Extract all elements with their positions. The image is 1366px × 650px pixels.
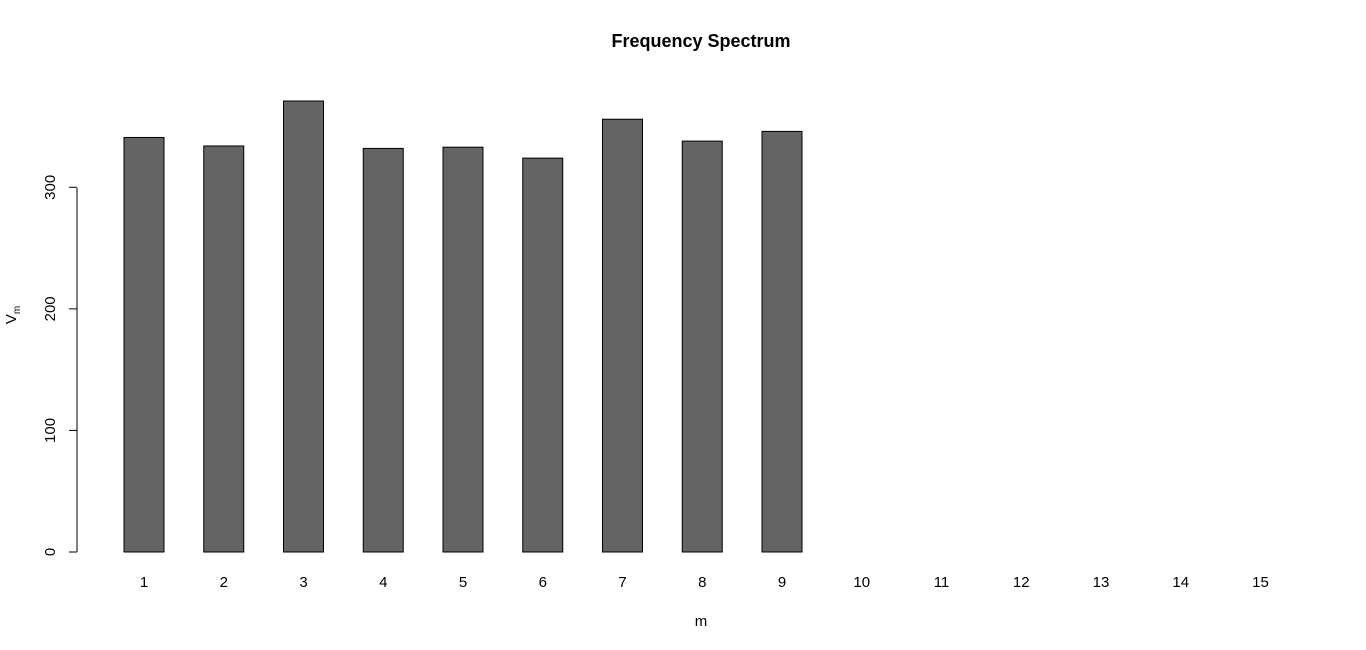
bar <box>761 130 803 553</box>
bar <box>602 118 643 553</box>
y-axis: 0 100 200 300 <box>42 175 77 556</box>
bar <box>522 157 564 553</box>
chart-title: Frequency Spectrum <box>611 31 790 51</box>
bar <box>203 145 245 553</box>
x-tick-label: 6 <box>539 574 547 591</box>
bar <box>442 146 484 553</box>
y-tick-label: 100 <box>42 418 59 443</box>
x-tick-label: 13 <box>1093 574 1110 591</box>
y-tick-label: 300 <box>42 175 59 200</box>
x-tick-label: 3 <box>299 574 307 591</box>
y-tick-label: 200 <box>42 296 59 321</box>
x-tick-label: 5 <box>459 574 467 591</box>
x-tick-label: 2 <box>220 574 228 591</box>
bars <box>123 100 803 553</box>
x-tick-label: 8 <box>698 574 706 591</box>
x-tick-label: 11 <box>934 574 950 591</box>
x-tick-label: 12 <box>1013 574 1030 591</box>
x-tick-label: 10 <box>853 574 870 591</box>
bar <box>681 140 723 553</box>
x-tick-label: 14 <box>1172 574 1189 591</box>
bar <box>362 147 404 553</box>
bar <box>283 100 324 553</box>
x-tick-label: 9 <box>778 574 786 591</box>
x-tick-label: 1 <box>140 574 148 591</box>
x-tick-label: 7 <box>618 574 626 591</box>
y-axis-label-subscript: m <box>12 306 23 314</box>
x-axis-label: m <box>695 613 708 630</box>
x-tick-label: 4 <box>379 574 387 591</box>
x-axis: 1 2 3 4 5 6 7 8 9 10 11 12 13 14 15 <box>140 574 1269 591</box>
y-axis-label-main: V <box>3 314 20 324</box>
x-tick-label: 15 <box>1252 574 1269 591</box>
y-tick-label: 0 <box>42 548 59 556</box>
y-axis-label: Vm <box>3 306 23 324</box>
bar <box>123 136 165 553</box>
